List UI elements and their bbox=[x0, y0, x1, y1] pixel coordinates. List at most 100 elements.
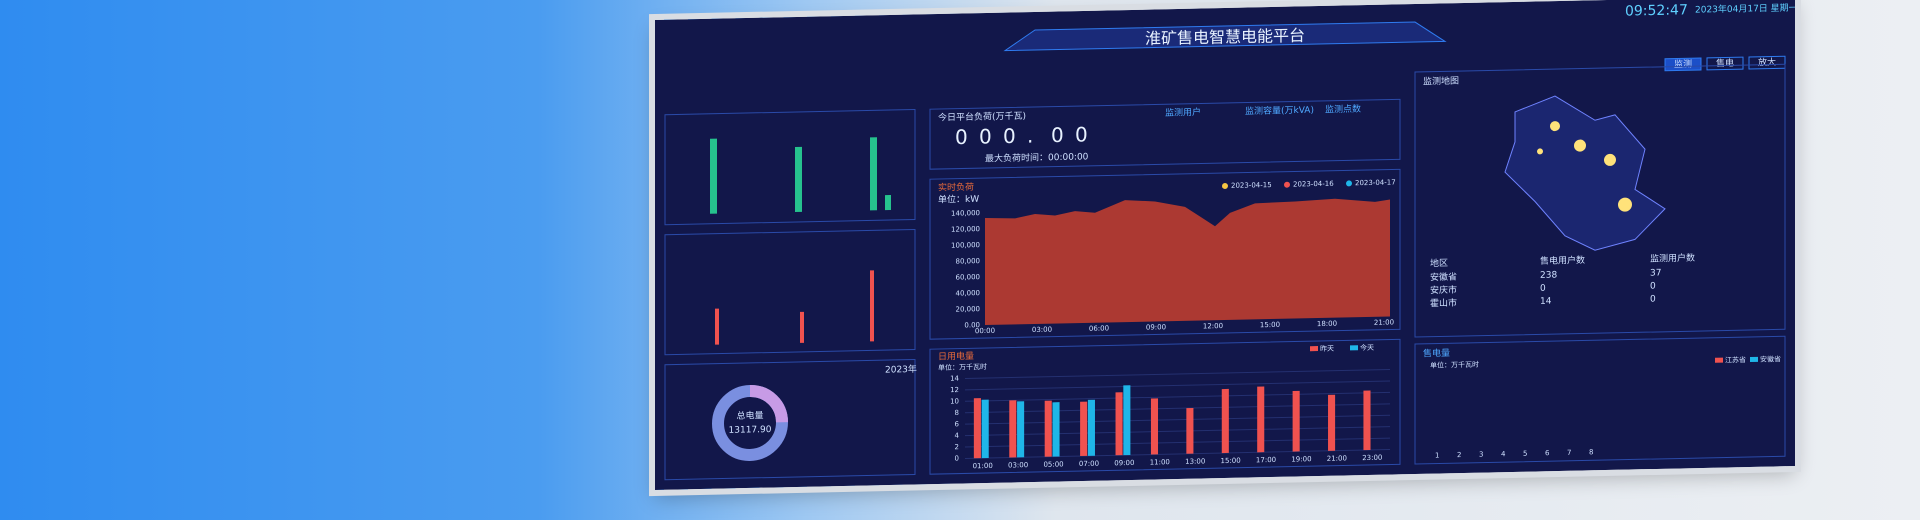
tabs: 监测 售电 放大 bbox=[1664, 55, 1786, 72]
bar bbox=[981, 399, 989, 459]
table-cell: 0 bbox=[1540, 284, 1546, 294]
x-tick-label: 23:00 bbox=[1362, 454, 1382, 462]
table-cell: 安庆市 bbox=[1430, 284, 1457, 297]
x-tick-label: 3 bbox=[1479, 451, 1483, 459]
bar bbox=[1009, 400, 1017, 458]
bar bbox=[1363, 390, 1371, 451]
y-tick-label: 8 bbox=[955, 409, 959, 417]
tab-label: 监测 bbox=[1674, 58, 1692, 70]
digit: 0 bbox=[1075, 122, 1088, 146]
load-title: 实时负荷 bbox=[938, 181, 974, 194]
y-tick-label: 100,000 bbox=[951, 241, 980, 250]
x-tick-label: 05:00 bbox=[1043, 460, 1063, 468]
table-header: 监测用户数 bbox=[1650, 252, 1695, 265]
y-tick-label: 2 bbox=[955, 443, 959, 451]
x-tick-label: 12:00 bbox=[1203, 322, 1223, 330]
y-tick-label: 14 bbox=[950, 375, 959, 383]
dashboard-screen: 淮矿售电智慧电能平台 09:52:47 2023年04月17日 星期一 监测 售电… bbox=[655, 0, 1795, 490]
y-tick-label: 10 bbox=[950, 397, 959, 405]
realtime-label: 监测用户 bbox=[1165, 106, 1201, 119]
map-shape bbox=[1504, 95, 1666, 251]
panel bbox=[929, 98, 1401, 170]
y-tick-label: 120,000 bbox=[951, 225, 980, 234]
table-cell: 14 bbox=[1540, 297, 1552, 307]
x-tick-label: 21:00 bbox=[1327, 454, 1347, 462]
table-header: 售电用户数 bbox=[1540, 254, 1585, 267]
table-cell: 238 bbox=[1540, 271, 1557, 281]
bar bbox=[1221, 388, 1229, 454]
load-area bbox=[985, 198, 1390, 326]
y-tick-label: 140,000 bbox=[951, 209, 980, 218]
x-tick-label: 1 bbox=[1435, 452, 1439, 460]
x-tick-label: 15:00 bbox=[1221, 457, 1241, 465]
digit: 0 bbox=[955, 125, 968, 149]
map-dots bbox=[1537, 121, 1632, 212]
legend-swatch bbox=[1284, 181, 1290, 188]
bar bbox=[1052, 402, 1060, 457]
digit: 0 bbox=[1003, 124, 1016, 148]
x-tick-label: 13:00 bbox=[1185, 457, 1205, 465]
bar bbox=[1115, 392, 1123, 456]
bar bbox=[1087, 399, 1095, 456]
grid-line bbox=[965, 426, 1390, 437]
grid-line bbox=[965, 437, 1390, 448]
x-tick-label: 11:00 bbox=[1150, 458, 1170, 466]
panel bbox=[929, 338, 1401, 475]
realtime-label: 监测点数 bbox=[1325, 103, 1361, 116]
legend-label: 安徽省 bbox=[1760, 354, 1781, 363]
x-tick-label: 09:00 bbox=[1146, 323, 1166, 331]
panel bbox=[1414, 63, 1786, 338]
y-tick-label: 80,000 bbox=[956, 257, 980, 266]
dashboard-title: 淮矿售电智慧电能平台 bbox=[1145, 26, 1305, 48]
tab-label: 售电 bbox=[1716, 57, 1734, 69]
legend-swatch bbox=[1222, 182, 1228, 190]
legend-swatch bbox=[1750, 356, 1758, 363]
donut-label: 总电量 bbox=[736, 409, 763, 422]
tab-label: 放大 bbox=[1758, 56, 1776, 68]
tab bbox=[1748, 55, 1786, 70]
x-tick-label: 21:00 bbox=[1374, 318, 1394, 326]
x-tick-label: 06:00 bbox=[1089, 324, 1109, 332]
grid-line bbox=[965, 403, 1390, 414]
realtime-note: 最大负荷时间：00:00:00 bbox=[985, 150, 1089, 164]
x-tick-label: 09:00 bbox=[1114, 459, 1134, 467]
clock: 09:52:47 bbox=[1625, 2, 1688, 19]
panel bbox=[929, 168, 1401, 340]
panel bbox=[664, 108, 916, 226]
x-tick-label: 5 bbox=[1523, 450, 1527, 458]
x-tick-label: 7 bbox=[1567, 449, 1571, 457]
bar bbox=[1328, 394, 1336, 451]
grid-line bbox=[965, 391, 1390, 402]
table-cell: 霍山市 bbox=[1430, 297, 1457, 310]
donut-year: 2023年 bbox=[885, 363, 917, 376]
load-unit: 单位：kW bbox=[938, 193, 979, 206]
bar bbox=[1044, 400, 1052, 457]
table-cell: 安徽省 bbox=[1430, 271, 1457, 284]
y-tick-label: 12 bbox=[950, 386, 959, 394]
legend-swatch bbox=[1350, 345, 1358, 351]
realtime-title: 今日平台负荷(万千瓦) bbox=[938, 110, 1026, 124]
y-tick-label: 0.00 bbox=[964, 321, 980, 329]
tab bbox=[1706, 56, 1744, 71]
y-tick-label: 0 bbox=[955, 455, 959, 463]
digit: . bbox=[1027, 124, 1033, 148]
grid-line bbox=[965, 380, 1390, 391]
daily-unit: 单位：万千瓦时 bbox=[938, 362, 987, 372]
map-title: 监测地图 bbox=[1423, 75, 1459, 88]
x-tick-label: 03:00 bbox=[1008, 461, 1028, 469]
legend-label: 2023-04-16 bbox=[1293, 180, 1334, 189]
y-tick-label: 6 bbox=[955, 420, 960, 428]
date: 2023年04月17日 星期一 bbox=[1695, 2, 1795, 16]
digit: 0 bbox=[1051, 123, 1064, 147]
bar bbox=[1186, 407, 1194, 454]
legend-label: 今天 bbox=[1360, 343, 1374, 352]
load-axis: 140,000 120,000 100,000 80,000 60,000 40,000 2… bbox=[951, 178, 1396, 335]
panel bbox=[1414, 335, 1786, 465]
x-tick-label: 03:00 bbox=[1032, 326, 1052, 334]
tab bbox=[1664, 57, 1702, 72]
x-tick-label: 4 bbox=[1501, 450, 1506, 458]
